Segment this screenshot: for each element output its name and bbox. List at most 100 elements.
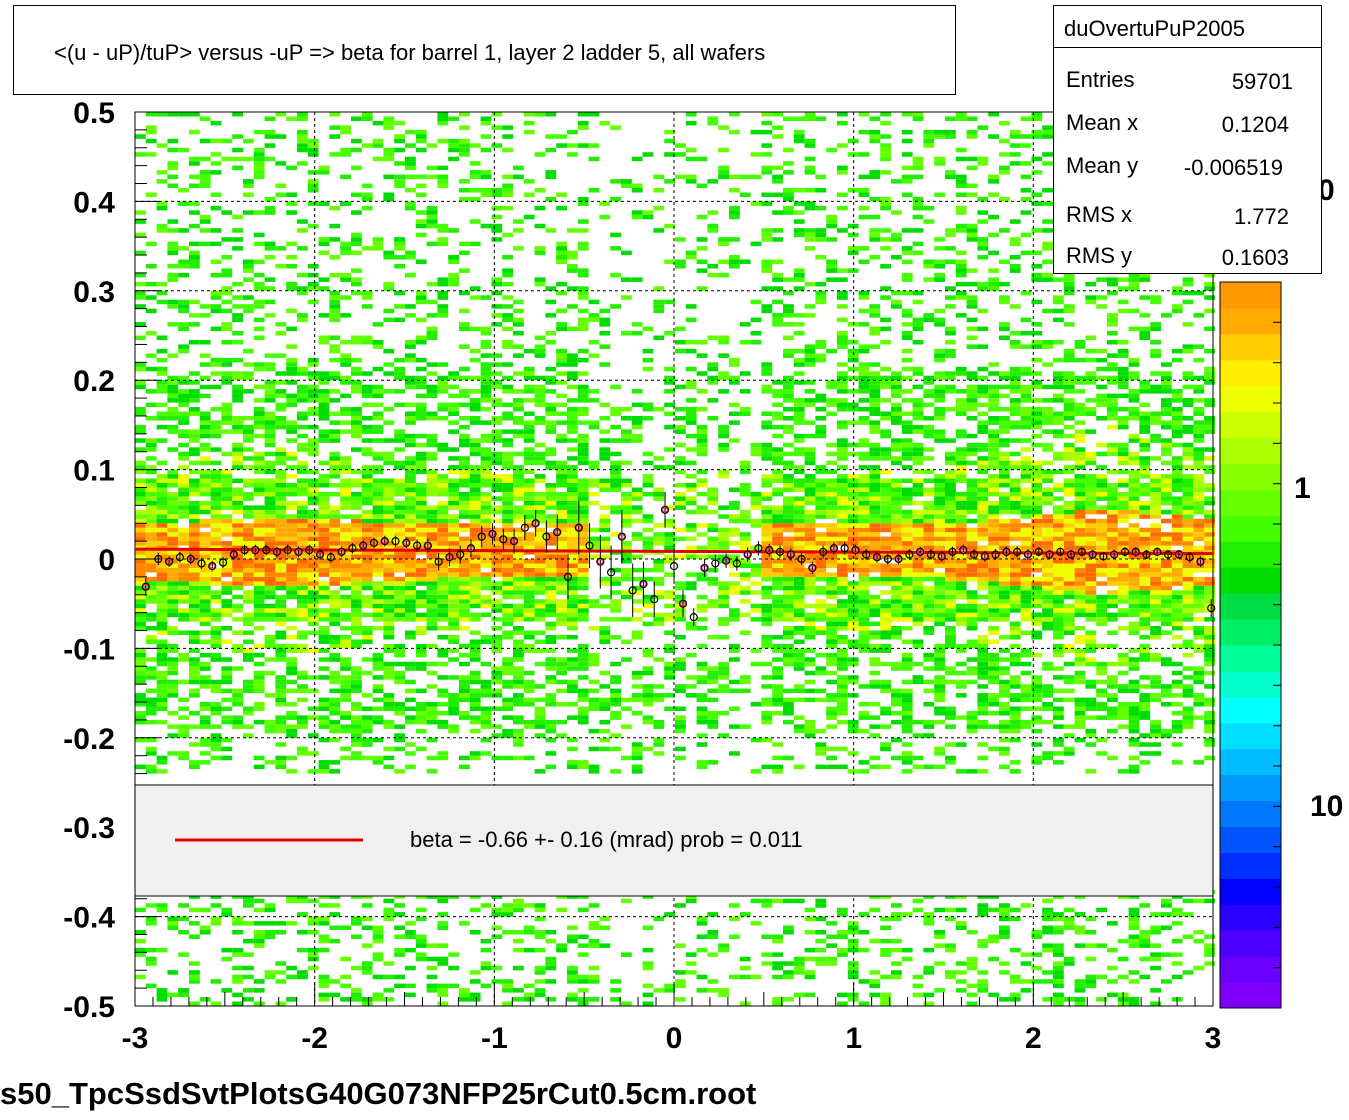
heatmap-cell — [837, 639, 848, 644]
heatmap-cell — [772, 567, 783, 573]
heatmap-cell — [513, 612, 524, 618]
heatmap-cell — [156, 594, 168, 600]
heatmap-cell — [577, 693, 589, 698]
heatmap-cell — [351, 429, 362, 434]
heatmap-cell — [156, 608, 168, 613]
heatmap-cell — [318, 934, 330, 939]
heatmap-cell — [232, 527, 243, 533]
heatmap-cell — [437, 362, 449, 367]
heatmap-cell — [329, 675, 341, 680]
heatmap-cell — [534, 585, 546, 591]
heatmap-cell — [469, 643, 481, 649]
heatmap-cell — [178, 916, 189, 922]
heatmap-cell — [286, 514, 297, 519]
heatmap-cell — [739, 536, 751, 542]
heatmap-cell — [761, 617, 773, 622]
heatmap-cell — [577, 697, 589, 703]
heatmap-cell — [178, 724, 189, 729]
heatmap-cell — [772, 997, 783, 1002]
heatmap-cell — [437, 313, 449, 318]
heatmap-cell — [275, 161, 287, 166]
heatmap-cell — [329, 536, 341, 542]
heatmap-cell — [286, 500, 297, 506]
heatmap-cell — [297, 228, 308, 233]
heatmap-cell — [772, 938, 783, 944]
heatmap-cell — [685, 961, 697, 966]
heatmap-cell — [394, 402, 405, 408]
heatmap-cell — [221, 626, 233, 631]
heatmap-cell — [178, 594, 189, 600]
heatmap-cell — [513, 903, 524, 908]
heatmap-cell — [567, 371, 578, 376]
heatmap-cell — [253, 147, 265, 153]
heatmap-cell — [167, 514, 179, 519]
heatmap-cell — [804, 433, 816, 439]
heatmap-cell — [642, 983, 654, 989]
heatmap-cell — [405, 456, 416, 461]
heatmap-cell — [329, 223, 341, 229]
heatmap-cell — [685, 433, 697, 439]
heatmap-cell — [577, 688, 589, 694]
heatmap-cell — [437, 594, 449, 600]
heatmap-cell — [189, 688, 200, 694]
heatmap-cell — [567, 974, 578, 980]
heatmap-cell — [340, 532, 351, 537]
heatmap-cell — [221, 326, 233, 332]
heatmap-cell — [761, 563, 773, 568]
heatmap-cell — [513, 737, 524, 743]
heatmap-cell — [189, 603, 200, 609]
heatmap-cell — [135, 335, 146, 340]
heatmap-cell — [372, 438, 384, 443]
heatmap-cell — [307, 769, 319, 774]
heatmap-cell — [761, 228, 773, 233]
heatmap-cell — [523, 608, 535, 613]
heatmap-cell — [178, 147, 189, 153]
heatmap-cell — [577, 979, 589, 984]
heatmap-cell — [567, 581, 578, 586]
heatmap-cell — [577, 581, 589, 586]
heatmap-cell — [415, 335, 427, 340]
heatmap-cell — [847, 612, 859, 618]
heatmap-cell — [383, 120, 395, 126]
heatmap-cell — [297, 576, 308, 582]
heatmap-cell — [178, 903, 189, 908]
heatmap-cell — [264, 286, 276, 291]
heatmap-cell — [469, 505, 481, 510]
heatmap-cell — [610, 693, 621, 698]
heatmap-cell — [189, 429, 200, 434]
heatmap-cell — [297, 746, 308, 752]
heatmap-cell — [783, 514, 794, 519]
heatmap-cell — [437, 576, 449, 582]
heatmap-cell — [340, 478, 351, 483]
heatmap-cell — [189, 666, 200, 671]
heatmap-cell — [610, 509, 621, 515]
heatmap-cell — [588, 728, 600, 734]
heatmap-cell — [480, 447, 492, 452]
heatmap-cell — [523, 348, 535, 354]
heatmap-cell — [394, 652, 405, 658]
heatmap-cell — [264, 483, 276, 488]
heatmap-cell — [783, 594, 794, 600]
heatmap-cell — [318, 635, 330, 640]
heatmap-cell — [588, 997, 600, 1002]
heatmap-cell — [480, 576, 492, 582]
heatmap-cell — [642, 599, 654, 604]
heatmap-cell — [642, 992, 654, 998]
heatmap-cell — [837, 465, 848, 470]
heatmap-cell — [264, 514, 276, 519]
heatmap-cell — [351, 389, 362, 394]
heatmap-cell — [696, 675, 708, 680]
heatmap-cell — [599, 523, 611, 528]
heatmap-cell — [718, 670, 729, 676]
heatmap-cell — [815, 281, 827, 287]
heatmap-cell — [480, 751, 492, 756]
heatmap-cell — [610, 997, 621, 1002]
heatmap-cell — [469, 970, 481, 975]
heatmap-cell — [459, 474, 470, 479]
heatmap-cell — [567, 411, 578, 416]
heatmap-cell — [135, 576, 146, 582]
heatmap-cell — [513, 965, 524, 971]
heatmap-cell — [232, 894, 243, 899]
heatmap-cell — [523, 389, 535, 394]
heatmap-cell — [415, 174, 427, 180]
